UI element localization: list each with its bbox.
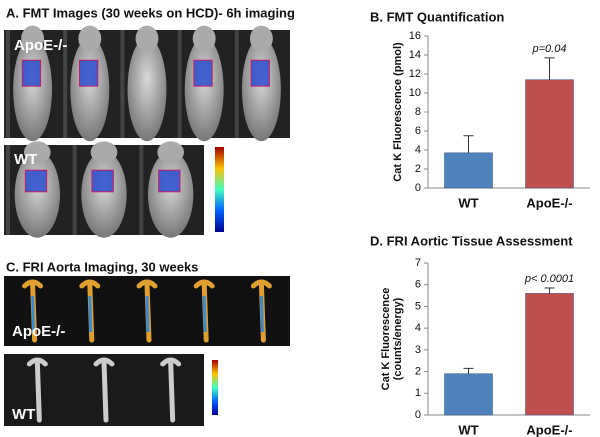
x-tick-label: ApoE-/- xyxy=(526,422,572,437)
y-axis-label: Cat K Fluorescence xyxy=(380,288,392,391)
image-panels xyxy=(4,25,290,426)
signal xyxy=(79,59,99,87)
mouse xyxy=(148,151,194,238)
mouse xyxy=(241,37,281,142)
row-label: ApoE-/- xyxy=(14,37,67,54)
mouse-head xyxy=(78,25,102,52)
frame-edge xyxy=(6,30,10,138)
signal xyxy=(158,169,181,193)
y-tick-label: 6 xyxy=(415,125,421,137)
aorta-signal xyxy=(145,295,150,333)
chart-title: B. FMT Quantification xyxy=(370,9,504,24)
y-tick-label: 2 xyxy=(415,163,421,175)
aorta-signal xyxy=(31,295,36,333)
panel-a-title: A. FMT Images (30 weeks on HCD)- 6h imag… xyxy=(6,5,295,20)
x-tick-label: WT xyxy=(458,422,478,437)
y-tick-label: 16 xyxy=(409,30,421,42)
frame-edge xyxy=(177,30,182,138)
mouse xyxy=(81,151,127,238)
y-axis-label: Cat K Fluorescence (pmol) xyxy=(392,42,404,182)
mouse-head xyxy=(135,25,159,52)
x-tick-label: ApoE-/- xyxy=(526,195,572,210)
mouse xyxy=(184,37,224,142)
aorta-signal xyxy=(88,295,93,333)
y-tick-label: 3 xyxy=(415,344,421,356)
y-tick-label: 4 xyxy=(415,144,421,156)
y-tick-label: 5 xyxy=(415,300,421,312)
frame-edge xyxy=(6,145,10,235)
signal xyxy=(24,169,48,193)
row-label: WT xyxy=(14,151,37,168)
y-tick-label: 6 xyxy=(415,279,421,291)
error-bar xyxy=(463,367,474,374)
row-label: WT xyxy=(12,406,35,423)
bar xyxy=(444,373,493,416)
annotation: p=0.04 xyxy=(532,43,567,55)
mouse-head xyxy=(249,25,273,52)
frame-edge xyxy=(72,145,77,235)
y-tick-label: 4 xyxy=(415,322,421,334)
signal xyxy=(250,59,270,87)
annotation: p< 0.0001 xyxy=(524,273,574,285)
y-tick-label: 12 xyxy=(409,68,421,80)
error-bar xyxy=(544,287,555,294)
y-tick-label: 10 xyxy=(409,87,421,99)
mouse-head xyxy=(24,141,51,163)
signal xyxy=(193,59,213,87)
aorta xyxy=(26,357,48,423)
y-tick-label: 7 xyxy=(415,257,421,269)
aorta-signal xyxy=(202,295,207,333)
mouse-head xyxy=(21,25,45,52)
y-tick-label: 2 xyxy=(415,365,421,377)
panel-c-title: C. FRI Aorta Imaging, 30 weeks xyxy=(6,259,198,274)
signal xyxy=(91,169,114,193)
frame-edge xyxy=(120,30,125,138)
aorta xyxy=(93,357,115,423)
error-bar xyxy=(463,135,474,153)
aorta xyxy=(160,357,182,423)
mouse-head xyxy=(192,25,216,52)
signal xyxy=(21,59,42,87)
frame-edge xyxy=(234,30,239,138)
y-tick-label: 1 xyxy=(415,387,421,399)
frame-edge xyxy=(63,30,68,138)
x-tick-label: WT xyxy=(458,195,478,210)
row-label: ApoE-/- xyxy=(12,323,65,340)
y-tick-label: 0 xyxy=(415,409,421,421)
mouse xyxy=(70,37,110,142)
bar xyxy=(525,293,574,416)
error-bar xyxy=(544,57,555,80)
y-tick-label: 8 xyxy=(415,106,421,118)
y-tick-label: 0 xyxy=(415,182,421,194)
frame-edge xyxy=(139,145,144,235)
aorta-signal xyxy=(259,295,264,333)
chart-title: D. FRI Aortic Tissue Assessment xyxy=(370,233,573,248)
bar xyxy=(525,79,574,189)
colorbar xyxy=(215,147,224,232)
mouse-head xyxy=(90,141,118,163)
y-axis-label: (counts/energy) xyxy=(392,297,404,380)
y-tick-label: 14 xyxy=(409,49,421,61)
mouse-head xyxy=(157,141,185,163)
colorbar xyxy=(212,360,218,415)
bar xyxy=(444,152,493,189)
mouse xyxy=(127,37,167,142)
